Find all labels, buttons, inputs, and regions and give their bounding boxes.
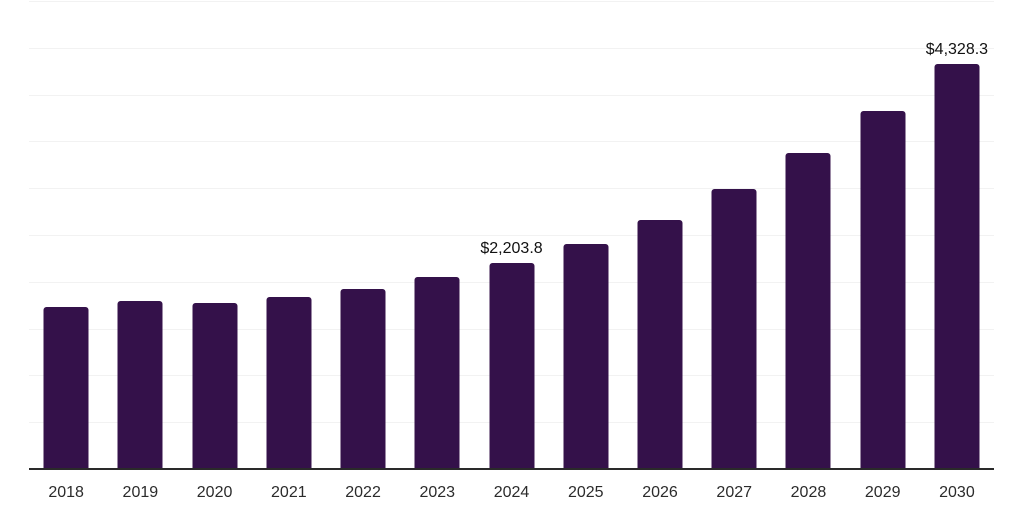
gridline	[29, 141, 994, 143]
bar-2029	[860, 110, 906, 469]
x-tick-label-2026: 2026	[642, 484, 678, 501]
bar-slot-2024: $2,203.8	[474, 1, 548, 469]
gridline	[29, 94, 994, 96]
bar-2024	[489, 262, 535, 469]
x-tick-label-2019: 2019	[122, 484, 159, 501]
x-tick-label-2022: 2022	[345, 484, 381, 501]
gridline	[29, 47, 994, 49]
bar-slot-2030: $4,328.3	[920, 1, 994, 469]
bar-2028	[785, 153, 831, 469]
bar-2018	[43, 307, 89, 469]
gridline	[29, 1, 994, 2]
bar-slot-2019	[103, 1, 177, 469]
bar-2027	[711, 189, 757, 469]
x-tick-label-2030: 2030	[939, 484, 975, 501]
bar-2020	[192, 302, 238, 469]
x-tick-label-2020: 2020	[196, 484, 233, 501]
bar-slot-2027	[697, 1, 771, 469]
x-tick-label-2025: 2025	[567, 484, 604, 501]
bar-2023	[414, 277, 460, 469]
bar-2030	[934, 63, 980, 469]
x-axis-labels: 2018 2019 2020 2021 2022 2023 2024 2025 2026 2027…	[29, 483, 994, 503]
x-tick-label-2027: 2027	[716, 484, 753, 501]
x-tick-label-2029: 2029	[864, 484, 901, 501]
bar-slot-2025	[549, 1, 623, 469]
bar-slot-2020	[177, 1, 251, 469]
gridline	[29, 235, 994, 236]
bar-slot-2018	[29, 1, 103, 469]
x-tick-label-2021: 2021	[271, 484, 307, 501]
x-axis-line	[29, 468, 994, 470]
plot-area: $2,203.8 $4,328.3	[29, 1, 994, 470]
x-tick-label-2023: 2023	[419, 484, 456, 501]
bar-value-label-2030: $4,328.3	[925, 40, 989, 58]
bar-2021	[266, 297, 312, 469]
bar-2025	[563, 244, 609, 469]
bar-value-label-2024: $2,203.8	[480, 239, 543, 257]
bar-slot-2028	[771, 1, 845, 469]
x-tick-label-2018: 2018	[48, 484, 84, 501]
bar-2019	[117, 300, 163, 469]
bar-slot-2021	[252, 1, 326, 469]
bar-slot-2026	[623, 1, 697, 469]
bar-slot-2029	[846, 1, 920, 469]
bar-slot-2023	[400, 1, 474, 469]
bars-layer: $2,203.8 $4,328.3	[29, 1, 994, 469]
x-tick-label-2028: 2028	[790, 484, 827, 501]
gridline	[29, 188, 994, 190]
x-tick-label-2024: 2024	[493, 484, 530, 501]
bar-2026	[637, 220, 683, 469]
bar-2022	[340, 288, 386, 469]
bar-slot-2022	[326, 1, 400, 469]
